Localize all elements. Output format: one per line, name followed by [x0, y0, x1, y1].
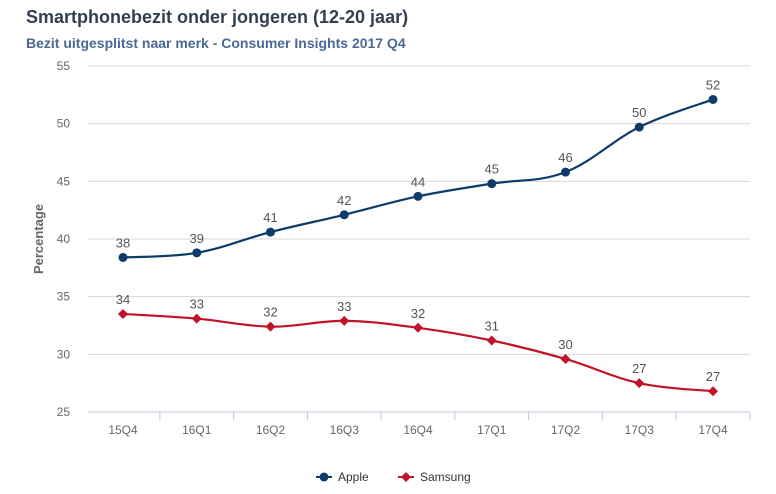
y-tick-label: 25	[57, 405, 71, 419]
x-tick-label: 16Q1	[182, 423, 212, 437]
apple-data-label: 38	[116, 235, 130, 250]
samsung-data-point	[560, 353, 571, 364]
samsung-data-label: 31	[485, 318, 499, 333]
samsung-data-label: 32	[263, 305, 277, 320]
apple-data-point	[413, 191, 423, 201]
apple-data-point	[561, 167, 570, 177]
samsung-data-point	[265, 321, 276, 332]
chart-subtitle: Bezit uitgesplitst naar merk - Consumer …	[26, 35, 406, 51]
apple-data-point	[487, 179, 497, 189]
samsung-data-label: 33	[337, 299, 351, 314]
samsung-data-point	[339, 315, 350, 326]
samsung-legend-label: Samsung	[420, 470, 471, 484]
y-tick-label: 35	[57, 290, 71, 304]
apple-data-label: 50	[632, 105, 646, 120]
apple-data-point	[634, 122, 644, 132]
apple-data-point	[118, 252, 128, 262]
apple-legend-marker	[319, 472, 329, 482]
samsung-legend-marker	[401, 472, 411, 482]
apple-data-label: 39	[190, 231, 204, 246]
samsung-data-label: 30	[558, 337, 572, 352]
apple-data-label: 42	[337, 193, 351, 208]
apple-data-label: 44	[411, 174, 425, 189]
samsung-data-point	[413, 322, 423, 333]
samsung-data-point	[486, 335, 497, 346]
samsung-data-point	[118, 308, 128, 319]
y-tick-label: 40	[57, 232, 71, 246]
samsung-data-point	[634, 378, 645, 389]
samsung-data-point	[708, 386, 718, 397]
samsung-data-label: 27	[706, 369, 720, 384]
apple-data-label: 41	[263, 210, 277, 225]
x-tick-label: 15Q4	[108, 423, 138, 437]
x-tick-label: 16Q3	[330, 423, 360, 437]
y-tick-label: 55	[57, 59, 71, 73]
apple-data-label: 52	[706, 77, 720, 92]
apple-data-point	[339, 210, 349, 220]
apple-data-point	[266, 227, 275, 237]
samsung-data-label: 27	[632, 361, 646, 376]
apple-data-point	[192, 248, 202, 258]
samsung-data-label: 34	[116, 292, 130, 307]
x-tick-label: 17Q4	[698, 423, 728, 437]
apple-legend-label: Apple	[338, 470, 369, 484]
chart-title: Smartphonebezit onder jongeren (12-20 ja…	[26, 7, 409, 27]
x-tick-label: 16Q2	[256, 423, 286, 437]
apple-data-label: 45	[485, 162, 499, 177]
y-tick-label: 30	[57, 347, 71, 361]
samsung-data-point	[191, 313, 202, 324]
x-tick-label: 17Q1	[477, 423, 507, 437]
x-tick-label: 16Q4	[403, 423, 433, 437]
apple-data-point	[708, 94, 718, 104]
x-tick-label: 17Q2	[551, 423, 581, 437]
samsung-data-label: 33	[190, 297, 204, 312]
y-tick-label: 50	[57, 117, 71, 131]
x-tick-label: 17Q3	[625, 423, 655, 437]
y-axis-label: Percentage	[31, 204, 46, 274]
apple-data-label: 46	[558, 150, 572, 165]
y-tick-label: 45	[57, 174, 71, 188]
samsung-data-label: 32	[411, 306, 425, 321]
